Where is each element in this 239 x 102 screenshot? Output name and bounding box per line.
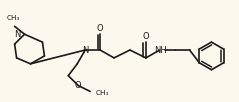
Text: CH₃: CH₃ xyxy=(95,90,109,96)
Text: CH₃: CH₃ xyxy=(7,15,20,21)
Text: O: O xyxy=(97,24,103,33)
Text: N: N xyxy=(82,45,88,54)
Text: O: O xyxy=(142,32,149,41)
Text: NH: NH xyxy=(154,45,167,54)
Text: O: O xyxy=(75,81,81,90)
Text: N: N xyxy=(14,30,21,39)
